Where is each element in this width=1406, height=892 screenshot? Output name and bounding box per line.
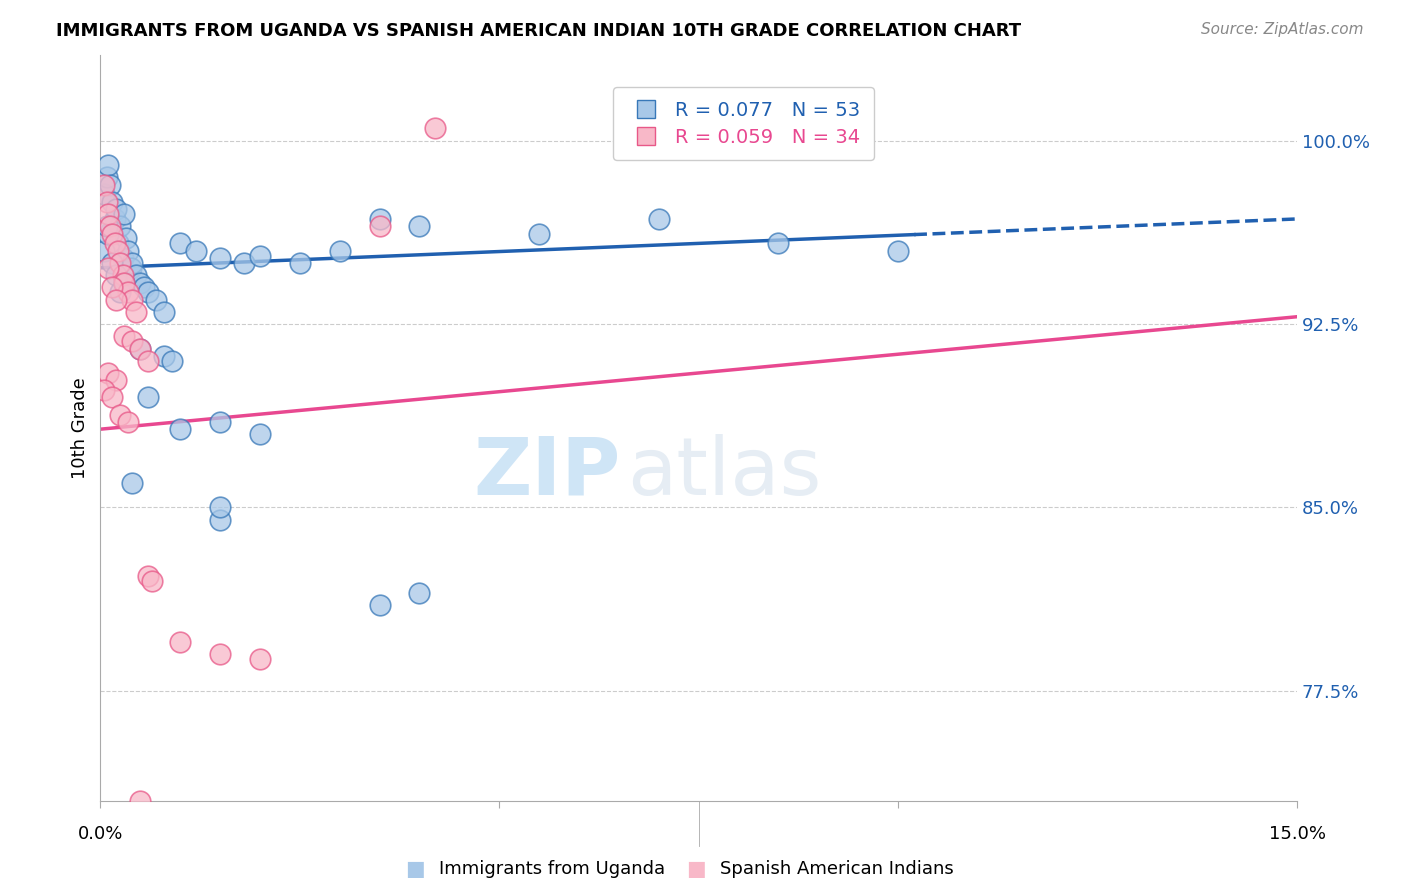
Point <box>97 366 120 380</box>
Point <box>117 285 139 300</box>
Point <box>208 647 231 661</box>
Point <box>134 280 156 294</box>
Point <box>101 227 124 241</box>
Point <box>408 586 430 600</box>
Point <box>104 211 127 226</box>
Point <box>110 408 132 422</box>
Point <box>153 305 176 319</box>
Point <box>368 219 391 234</box>
Legend: R = 0.077   N = 53, R = 0.059   N = 34: R = 0.077 N = 53, R = 0.059 N = 34 <box>613 87 873 161</box>
Point <box>105 268 128 282</box>
Point <box>136 391 159 405</box>
Point <box>101 391 124 405</box>
Point <box>129 342 152 356</box>
Text: 0.0%: 0.0% <box>77 825 124 843</box>
Point <box>98 219 121 234</box>
Point <box>368 598 391 612</box>
Point <box>110 256 132 270</box>
Point <box>115 231 138 245</box>
Point <box>169 236 191 251</box>
Point <box>111 251 134 265</box>
Point <box>121 293 143 307</box>
Point <box>329 244 352 258</box>
Point <box>98 178 121 192</box>
Point <box>145 293 167 307</box>
Point <box>368 211 391 226</box>
Point <box>93 187 115 202</box>
Point <box>141 574 163 588</box>
Point <box>129 794 152 808</box>
Point <box>97 227 120 241</box>
Text: Immigrants from Uganda: Immigrants from Uganda <box>439 860 665 878</box>
Point <box>121 475 143 490</box>
Point <box>104 236 127 251</box>
Point <box>105 293 128 307</box>
Point <box>208 513 231 527</box>
Point <box>153 349 176 363</box>
Point <box>105 373 128 387</box>
Point <box>425 121 447 136</box>
Text: Source: ZipAtlas.com: Source: ZipAtlas.com <box>1201 22 1364 37</box>
Point <box>97 158 120 172</box>
Point <box>249 427 271 442</box>
Point <box>105 202 128 216</box>
Point <box>233 256 256 270</box>
Point <box>111 268 134 282</box>
Point <box>648 211 671 226</box>
Point <box>408 219 430 234</box>
Point <box>97 207 120 221</box>
Point <box>117 415 139 429</box>
Point <box>129 342 152 356</box>
Point <box>101 280 124 294</box>
Point <box>96 219 118 234</box>
Point <box>110 285 132 300</box>
Point <box>208 251 231 265</box>
Point <box>112 276 135 290</box>
Point <box>101 256 124 270</box>
Point <box>249 249 271 263</box>
Text: ■: ■ <box>686 859 706 879</box>
Point <box>136 569 159 583</box>
Text: IMMIGRANTS FROM UGANDA VS SPANISH AMERICAN INDIAN 10TH GRADE CORRELATION CHART: IMMIGRANTS FROM UGANDA VS SPANISH AMERIC… <box>56 22 1021 40</box>
Point <box>136 353 159 368</box>
Y-axis label: 10th Grade: 10th Grade <box>72 377 89 479</box>
Point <box>208 500 231 515</box>
Point <box>527 227 550 241</box>
Point <box>768 236 790 251</box>
Point <box>249 652 271 666</box>
Point <box>887 244 910 258</box>
Point <box>93 383 115 397</box>
Point <box>112 276 135 290</box>
Point <box>107 236 129 251</box>
Point <box>129 276 152 290</box>
Point <box>169 422 191 436</box>
Point <box>107 244 129 258</box>
Point <box>208 415 231 429</box>
Point <box>117 244 139 258</box>
Text: 15.0%: 15.0% <box>1268 825 1326 843</box>
Point <box>184 244 207 258</box>
Point <box>97 260 120 275</box>
Point <box>125 305 148 319</box>
Point <box>121 256 143 270</box>
Point <box>160 353 183 368</box>
Text: ■: ■ <box>405 859 425 879</box>
Point <box>93 178 115 192</box>
Point <box>93 244 115 258</box>
Point <box>96 194 118 209</box>
Text: atlas: atlas <box>627 434 821 512</box>
Point <box>112 329 135 343</box>
Point <box>136 285 159 300</box>
Point <box>96 170 118 185</box>
Point <box>169 635 191 649</box>
Point <box>110 219 132 234</box>
Point <box>121 334 143 348</box>
Point <box>288 256 311 270</box>
Point <box>125 268 148 282</box>
Point <box>101 194 124 209</box>
Point <box>120 260 142 275</box>
Text: ZIP: ZIP <box>474 434 621 512</box>
Text: Spanish American Indians: Spanish American Indians <box>720 860 953 878</box>
Point <box>112 207 135 221</box>
